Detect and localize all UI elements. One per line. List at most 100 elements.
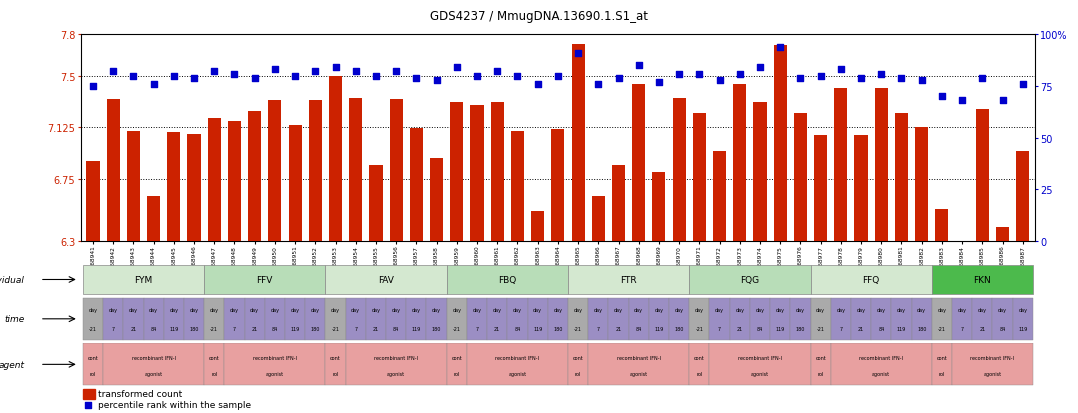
Text: GDS4237 / MmugDNA.13690.1.S1_at: GDS4237 / MmugDNA.13690.1.S1_at [430,10,648,23]
Bar [289,126,302,242]
Bar [892,298,912,340]
Bar [955,242,969,251]
Bar [467,298,487,340]
Bar [652,173,665,242]
Point [144,81,162,88]
Point [671,71,688,78]
Text: rol: rol [939,370,945,376]
Point [853,75,870,82]
Text: 180: 180 [432,326,441,331]
Bar [143,298,164,340]
Bar [730,298,750,340]
Text: day: day [391,307,401,312]
Text: day: day [695,307,704,312]
Point [165,73,182,80]
Text: day: day [291,307,300,312]
Text: -21: -21 [817,326,825,331]
Text: day: day [250,307,259,312]
Text: time: time [4,315,25,323]
Text: day: day [210,307,219,312]
Text: 119: 119 [775,326,785,331]
Bar [814,135,827,242]
Text: agonist: agonist [630,370,648,376]
Point [125,73,142,80]
Point [812,73,829,80]
Bar [490,102,503,242]
Bar [709,344,811,385]
Text: agonist: agonist [387,370,405,376]
Text: 180: 180 [553,326,563,331]
Bar [204,298,224,340]
Bar [427,298,446,340]
Text: agonist: agonist [872,370,890,376]
Bar [568,344,589,385]
Point [84,83,101,90]
Bar [993,298,1012,340]
Text: rol: rol [817,370,824,376]
Text: transformed count: transformed count [98,389,182,398]
Bar [123,298,143,340]
Bar [851,298,871,340]
Bar [167,133,180,242]
Bar [589,298,608,340]
Bar [224,344,326,385]
Bar [713,152,727,242]
Text: 7: 7 [597,326,599,331]
Text: day: day [776,307,785,312]
Bar [268,101,281,242]
Bar [147,196,161,242]
Text: cont: cont [937,356,948,361]
Text: day: day [149,307,158,312]
Bar [693,114,706,242]
Text: 7: 7 [355,326,357,331]
Text: 84: 84 [151,326,156,331]
Text: day: day [614,307,623,312]
Bar [86,162,99,242]
Point [913,77,930,84]
Bar [326,298,346,340]
Text: -21: -21 [210,326,218,331]
Point [206,69,223,76]
Text: recombinant IFN-I: recombinant IFN-I [859,356,903,361]
Point [448,65,466,71]
Bar [346,298,365,340]
Text: 84: 84 [393,326,399,331]
Text: rol: rol [454,370,460,376]
Bar [326,265,446,295]
Point [468,73,485,80]
Point [428,77,445,84]
Point [872,71,889,78]
Bar [649,298,669,340]
Bar [972,298,993,340]
Bar [608,298,628,340]
Bar [1017,152,1029,242]
Point [549,73,567,80]
Bar [370,166,383,242]
Bar [204,344,224,385]
Text: cont: cont [209,356,220,361]
Point [246,75,263,82]
Text: day: day [331,307,340,312]
Bar [811,344,831,385]
Bar [568,298,589,340]
Text: recombinant IFN-I: recombinant IFN-I [496,356,539,361]
Bar [248,112,261,242]
Text: -21: -21 [695,326,703,331]
Text: -21: -21 [89,326,97,331]
Bar [470,105,484,242]
Bar [305,298,326,340]
Text: recombinant IFN-I: recombinant IFN-I [374,356,418,361]
Point [650,79,667,86]
Bar [188,134,201,242]
Point [691,71,708,78]
Text: FBQ: FBQ [498,275,516,284]
Bar [103,298,123,340]
Text: 7: 7 [475,326,479,331]
Bar [446,344,467,385]
Bar [689,298,709,340]
Bar [406,298,427,340]
Bar [446,298,467,340]
Text: rol: rol [696,370,703,376]
Text: day: day [594,307,603,312]
Text: 180: 180 [310,326,320,331]
